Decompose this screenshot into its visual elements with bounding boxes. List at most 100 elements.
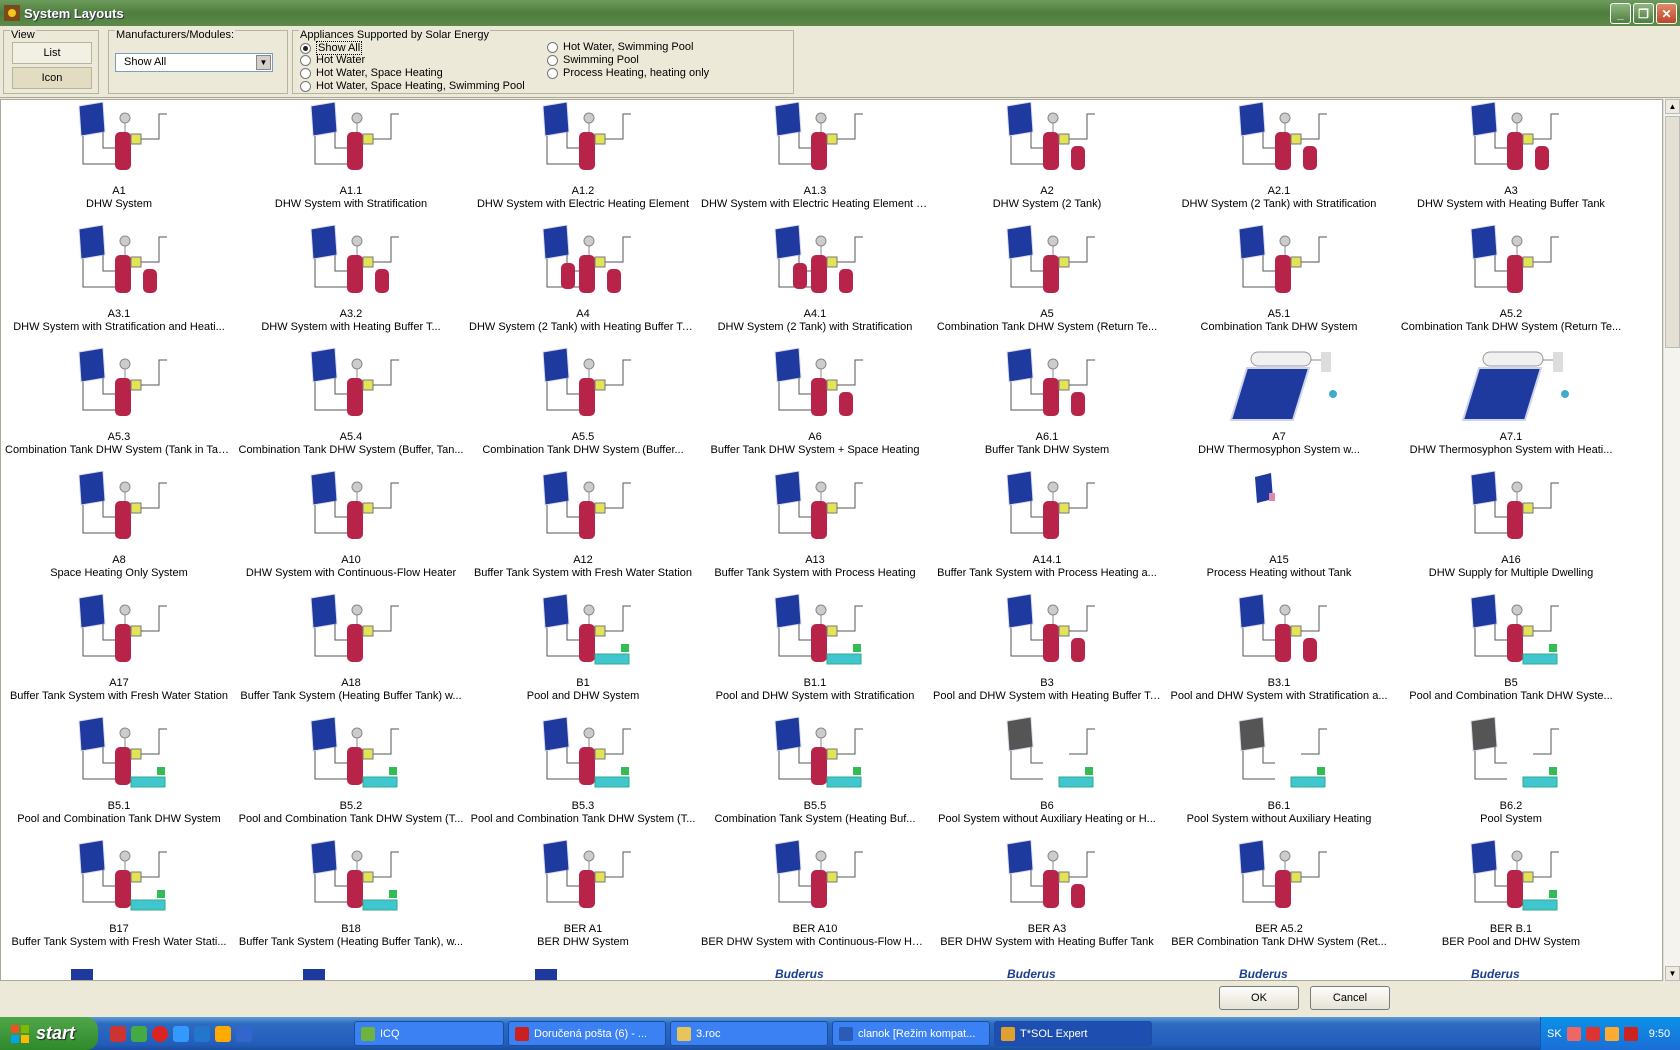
taskbar-task-button[interactable]: clanok [Režim kompat...: [832, 1021, 990, 1046]
system-layout-item[interactable]: A15 Process Heating without Tank: [1163, 469, 1395, 592]
taskbar-task-button[interactable]: T*SOL Expert: [994, 1021, 1152, 1046]
minimize-button[interactable]: _: [1610, 3, 1631, 24]
system-layout-item[interactable]: B3 Pool and DHW System with Heating Buffe…: [931, 592, 1163, 715]
system-layout-item[interactable]: A12 Buffer Tank System with Fresh Water S…: [467, 469, 699, 592]
system-diagram-thumbnail: [542, 717, 631, 788]
system-layout-item[interactable]: A16 DHW Supply for Multiple Dwelling: [1395, 469, 1627, 592]
system-layout-item[interactable]: A1.1 DHW System with Stratification: [235, 100, 467, 223]
radio-hot-water-space-heating-pool[interactable]: Hot Water, Space Heating, Swimming Pool: [300, 80, 525, 92]
system-layout-item[interactable]: B6.2 Pool System: [1395, 715, 1627, 838]
start-button[interactable]: start: [0, 1017, 98, 1050]
system-layout-item[interactable]: BER A3 BER DHW System with Heating Buffer…: [931, 838, 1163, 961]
quicklaunch-media-icon[interactable]: [215, 1025, 231, 1042]
quicklaunch-ie-icon[interactable]: [173, 1025, 189, 1042]
radio-process-heating[interactable]: Process Heating, heating only: [547, 67, 709, 79]
system-layout-item[interactable]: B5.1 Pool and Combination Tank DHW System: [3, 715, 235, 838]
system-layout-item[interactable]: A6 Buffer Tank DHW System + Space Heating: [699, 346, 931, 469]
appliances-legend: Appliances Supported by Solar Energy: [299, 29, 490, 41]
cancel-button[interactable]: Cancel: [1310, 986, 1390, 1010]
taskbar-task-button[interactable]: Doručená pošta (6) - ...: [508, 1021, 666, 1046]
radio-swimming-pool[interactable]: Swimming Pool: [547, 54, 639, 66]
system-layout-item[interactable]: A5.4 Combination Tank DHW System (Buffer,…: [235, 346, 467, 469]
tray-opera-icon[interactable]: [1585, 1026, 1600, 1041]
quicklaunch-icq-icon[interactable]: [131, 1025, 147, 1042]
language-indicator[interactable]: SK: [1547, 1027, 1562, 1040]
system-diagram-thumbnail: [310, 102, 399, 170]
system-layout-item[interactable]: A7.1 DHW Thermosyphon System with Heati..…: [1395, 346, 1627, 469]
system-layout-item[interactable]: A5.3 Combination Tank DHW System (Tank in…: [3, 346, 235, 469]
quicklaunch-browser-icon[interactable]: [236, 1025, 252, 1042]
system-layout-item[interactable]: B5.3 Pool and Combination Tank DHW System…: [467, 715, 699, 838]
tray-antivirus-icon[interactable]: [1623, 1026, 1638, 1041]
radio-hot-water-pool[interactable]: Hot Water, Swimming Pool: [547, 41, 693, 53]
system-layout-item[interactable]: A14.1 Buffer Tank System with Process Hea…: [931, 469, 1163, 592]
system-layout-item[interactable]: BER A10 BER DHW System with Continuous-Fl…: [699, 838, 931, 961]
radio-hot-water-space-heating[interactable]: Hot Water, Space Heating: [300, 67, 443, 79]
system-layout-item[interactable]: B17 Buffer Tank System with Fresh Water S…: [3, 838, 235, 961]
system-layout-item[interactable]: A1.3 DHW System with Electric Heating Ele…: [699, 100, 931, 223]
system-layout-item[interactable]: A5.5 Combination Tank DHW System (Buffer.…: [467, 346, 699, 469]
system-layout-item[interactable]: A2.1 DHW System (2 Tank) with Stratificat…: [1163, 100, 1395, 223]
system-layout-item[interactable]: B6 Pool System without Auxiliary Heating …: [931, 715, 1163, 838]
task-label: 3.roc: [696, 1027, 721, 1040]
quicklaunch-save-icon[interactable]: [194, 1025, 210, 1042]
system-layout-item[interactable]: B5 Pool and Combination Tank DHW Syste...: [1395, 592, 1627, 715]
ok-button[interactable]: OK: [1219, 986, 1299, 1010]
system-layout-item[interactable]: B5.5 Combination Tank System (Heating Buf…: [699, 715, 931, 838]
scroll-thumb[interactable]: [1665, 116, 1680, 348]
close-button[interactable]: ✕: [1656, 3, 1677, 24]
system-layout-item[interactable]: B6.1 Pool System without Auxiliary Heatin…: [1163, 715, 1395, 838]
title-bar[interactable]: System Layouts _ ❐ ✕: [0, 0, 1680, 26]
chevron-down-icon[interactable]: ▼: [256, 55, 271, 70]
system-layout-item[interactable]: A3.1 DHW System with Stratification and H…: [3, 223, 235, 346]
system-layout-item[interactable]: BER A1 BER DHW System: [467, 838, 699, 961]
taskbar-task-button[interactable]: ICQ: [354, 1021, 504, 1046]
scroll-down-icon[interactable]: ▼: [1665, 966, 1680, 981]
manufacturers-select[interactable]: Show All ▼: [115, 53, 273, 72]
system-name: Pool and Combination Tank DHW System: [17, 813, 221, 825]
system-layout-item[interactable]: A1 DHW System: [3, 100, 235, 223]
system-layout-item[interactable]: A18 Buffer Tank System (Heating Buffer Ta…: [235, 592, 467, 715]
system-code: B5.3: [571, 800, 595, 812]
tray-security-icon[interactable]: [1604, 1026, 1619, 1041]
system-layout-item[interactable]: B3.1 Pool and DHW System with Stratificat…: [1163, 592, 1395, 715]
system-diagram-thumbnail: [1238, 102, 1327, 170]
system-layout-item[interactable]: A5.2 Combination Tank DHW System (Return …: [1395, 223, 1627, 346]
vertical-scrollbar[interactable]: ▲ ▼: [1663, 99, 1680, 981]
system-layout-item[interactable]: A4.1 DHW System (2 Tank) with Stratificat…: [699, 223, 931, 346]
list-view-button[interactable]: List: [12, 42, 92, 64]
system-layout-item[interactable]: A8 Space Heating Only System: [3, 469, 235, 592]
taskbar-task-button[interactable]: 3.roc: [670, 1021, 828, 1046]
system-diagram-thumbnail: [542, 102, 631, 170]
quicklaunch-app-icon[interactable]: [110, 1025, 126, 1042]
system-layout-item[interactable]: BER B.1 BER Pool and DHW System: [1395, 838, 1627, 961]
system-layout-item[interactable]: B5.2 Pool and Combination Tank DHW System…: [235, 715, 467, 838]
system-layout-item[interactable]: A13 Buffer Tank System with Process Heati…: [699, 469, 931, 592]
system-name: Buffer Tank System with Process Heating: [714, 567, 916, 579]
system-layout-item[interactable]: A17 Buffer Tank System with Fresh Water S…: [3, 592, 235, 715]
system-diagram-thumbnail: [542, 348, 631, 416]
radio-hot-water[interactable]: Hot Water: [300, 54, 365, 66]
system-layout-item[interactable]: A7 DHW Thermosyphon System w...: [1163, 346, 1395, 469]
system-layout-item[interactable]: A10 DHW System with Continuous-Flow Heate…: [235, 469, 467, 592]
icon-view-button[interactable]: Icon: [12, 67, 92, 89]
system-layout-item[interactable]: B1.1 Pool and DHW System with Stratificat…: [699, 592, 931, 715]
system-layout-item[interactable]: B18 Buffer Tank System (Heating Buffer Ta…: [235, 838, 467, 961]
system-layout-item[interactable]: A2 DHW System (2 Tank): [931, 100, 1163, 223]
system-name: Buffer Tank System with Fresh Water Stat…: [9, 690, 229, 702]
radio-show-all[interactable]: Show All: [300, 41, 363, 55]
system-layout-item[interactable]: A6.1 Buffer Tank DHW System: [931, 346, 1163, 469]
system-layout-item[interactable]: A4 DHW System (2 Tank) with Heating Buffe…: [467, 223, 699, 346]
system-layout-item[interactable]: A5.1 Combination Tank DHW System: [1163, 223, 1395, 346]
system-layout-item[interactable]: BER A5.2 BER Combination Tank DHW System …: [1163, 838, 1395, 961]
system-layout-item[interactable]: A3 DHW System with Heating Buffer Tank: [1395, 100, 1627, 223]
quicklaunch-opera-icon[interactable]: [152, 1025, 168, 1042]
system-layout-item[interactable]: A3.2 DHW System with Heating Buffer T...: [235, 223, 467, 346]
system-layout-item[interactable]: B1 Pool and DHW System: [467, 592, 699, 715]
scroll-up-icon[interactable]: ▲: [1665, 99, 1680, 114]
system-layout-item[interactable]: A5 Combination Tank DHW System (Return Te…: [931, 223, 1163, 346]
maximize-button[interactable]: ❐: [1633, 3, 1654, 24]
tray-app-icon[interactable]: [1566, 1026, 1581, 1041]
system-code: BER A1: [563, 923, 603, 935]
system-layout-item[interactable]: A1.2 DHW System with Electric Heating Ele…: [467, 100, 699, 223]
